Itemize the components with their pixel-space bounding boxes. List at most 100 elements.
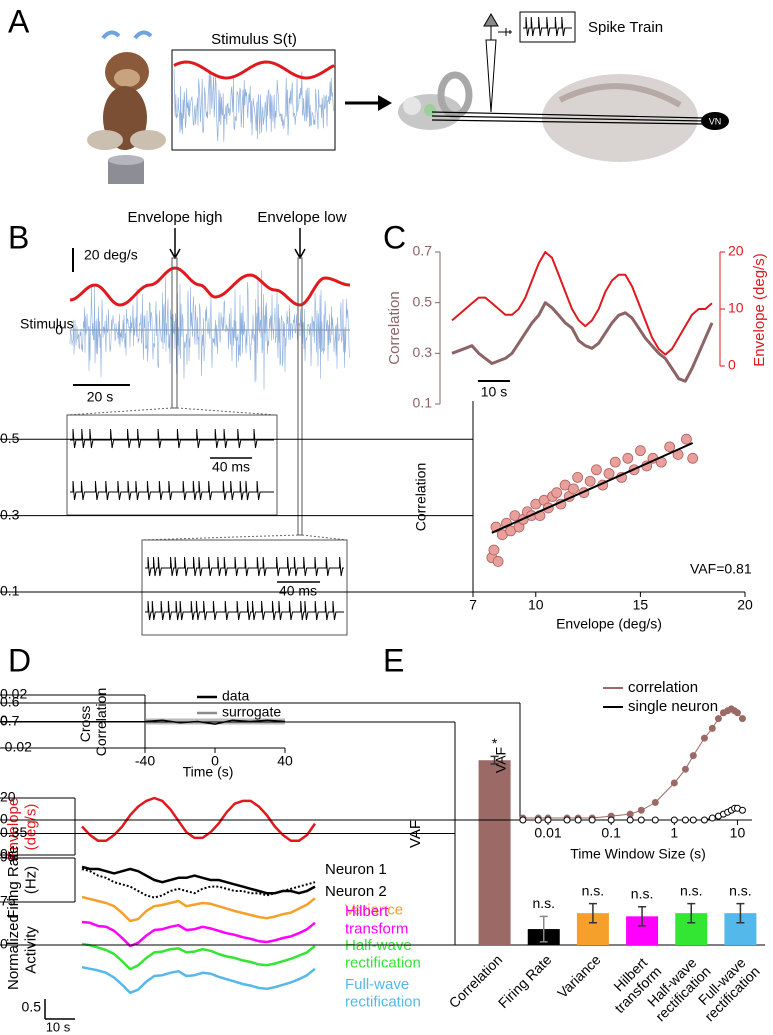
y-axis-label: VAF xyxy=(493,747,509,773)
x-tick-label: 40 xyxy=(277,753,293,769)
x-axis-label: Time Window Size (s) xyxy=(570,846,706,862)
noise xyxy=(173,69,334,142)
series-label: Neuron 1 xyxy=(325,861,387,878)
y-tick-label: 0.7 xyxy=(413,243,433,259)
line xyxy=(81,895,316,923)
point xyxy=(681,433,692,445)
spike-line xyxy=(145,600,344,621)
series-label: Hilbert transform xyxy=(345,903,408,937)
x-tick-label: 0 xyxy=(211,753,219,769)
y-axis-label: Correlation xyxy=(386,291,403,364)
y-tick-label: 0 xyxy=(0,936,8,952)
annotation: n.s. xyxy=(729,882,752,898)
error-bar xyxy=(687,902,696,924)
marker xyxy=(544,816,552,824)
marker xyxy=(733,709,741,717)
zoom-window xyxy=(171,257,178,409)
y-tick-label: 0.3 xyxy=(0,506,20,522)
y-tick-label: 0.7 xyxy=(0,713,20,729)
error-bar xyxy=(539,915,548,943)
line xyxy=(81,865,316,895)
y-tick-label: 0.1 xyxy=(413,395,433,411)
series-label: Half-wave rectification xyxy=(345,937,421,971)
y-tick-label: 10 xyxy=(728,300,744,316)
line xyxy=(81,868,316,899)
y-axis-label: Envelope (deg/s) xyxy=(5,794,39,861)
line xyxy=(451,251,713,356)
annotation: n.s. xyxy=(582,882,605,898)
line xyxy=(522,708,743,819)
y-tick-label: 0.5 xyxy=(0,430,20,446)
x-tick-label: Firing Rate xyxy=(495,951,555,1011)
x-tick-label: Variance xyxy=(554,951,604,1001)
legend-label: surrogate xyxy=(222,704,281,720)
y-axis-label: VAF xyxy=(407,820,424,848)
spike-line xyxy=(145,556,344,577)
point xyxy=(568,483,579,495)
scale-label: 10 s xyxy=(481,384,507,400)
annotation: n.s. xyxy=(631,885,654,901)
point xyxy=(591,464,602,476)
marker xyxy=(670,816,678,824)
x-tick-label: 7 xyxy=(469,597,477,613)
legend-label: correlation xyxy=(628,679,698,696)
y-tick-label: 0 xyxy=(0,846,8,862)
scale-label: 40 ms xyxy=(279,583,317,599)
arrow-head xyxy=(378,95,392,111)
error-bar xyxy=(736,902,745,924)
error-bar xyxy=(588,902,597,924)
line xyxy=(144,719,286,725)
annotation: VAF=0.81 xyxy=(690,561,752,577)
y-tick-label: 0 xyxy=(0,712,8,728)
zoom-box xyxy=(66,414,278,516)
x-tick-label: 20 xyxy=(737,597,753,613)
panel-label: B xyxy=(8,219,29,255)
stimulus-box xyxy=(171,49,336,151)
zoom-box xyxy=(141,539,348,636)
scale-label: 40 ms xyxy=(212,459,250,475)
line xyxy=(81,920,316,948)
marker xyxy=(637,806,645,814)
marker xyxy=(637,816,645,824)
marker xyxy=(588,816,596,824)
annotation: Envelope low xyxy=(257,209,346,226)
x-axis-label: Time (s) xyxy=(183,764,234,780)
marker xyxy=(689,816,697,824)
y-tick-label: 0.3 xyxy=(413,344,433,360)
spike-line xyxy=(70,480,274,501)
line xyxy=(81,965,316,995)
y-tick-label: 95 xyxy=(0,849,16,865)
scale-bar xyxy=(210,457,320,583)
stimulus-title: Stimulus S(t) xyxy=(211,31,297,48)
line xyxy=(451,301,714,383)
scale-label: 20 deg/s xyxy=(84,247,138,263)
point xyxy=(634,445,646,457)
x-tick-label: 15 xyxy=(633,597,649,613)
marker xyxy=(700,816,708,824)
point xyxy=(609,456,621,468)
marker xyxy=(738,806,746,814)
marker xyxy=(681,816,689,824)
x-tick-label: 10 xyxy=(528,597,544,613)
x-tick-label: 1 xyxy=(670,825,678,841)
series-label: Variance xyxy=(345,901,403,918)
y-tick-label: 20 xyxy=(728,243,744,259)
x-tick-label: 10 xyxy=(730,825,746,841)
axis-label: Stimulus xyxy=(20,316,74,332)
point xyxy=(492,556,504,567)
y-tick-label: 0.02 xyxy=(0,686,27,702)
marker xyxy=(708,814,716,822)
x-tick-label: -40 xyxy=(135,753,155,769)
y-tick-label: 20 xyxy=(0,789,16,805)
spike-train-trace xyxy=(70,428,344,621)
marker xyxy=(681,765,689,773)
point xyxy=(488,544,500,556)
marker xyxy=(700,734,708,742)
marker xyxy=(574,816,582,824)
spike-box xyxy=(519,11,576,43)
marker xyxy=(626,810,634,818)
series-label: Full-wave rectification xyxy=(345,976,421,1010)
fit-line xyxy=(491,442,694,534)
stimulus-trace xyxy=(173,60,335,142)
stimulus-trace xyxy=(69,266,351,390)
